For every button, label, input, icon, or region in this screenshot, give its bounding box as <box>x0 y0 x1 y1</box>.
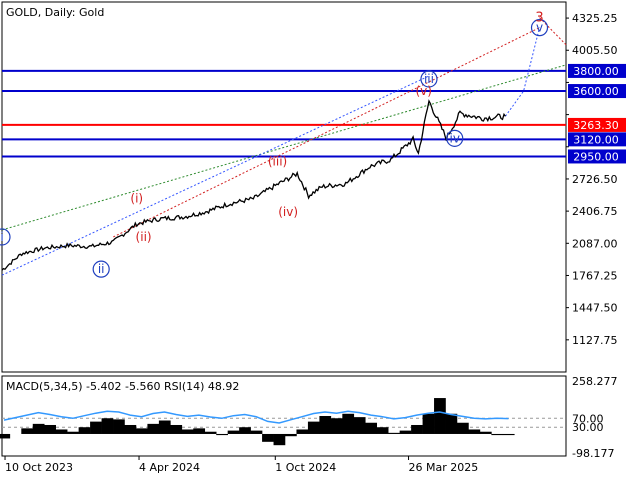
macd-bar <box>285 433 297 437</box>
current-price-label-bg <box>568 117 626 132</box>
price-tick-label: 1767.25 <box>572 269 618 282</box>
chart-title: GOLD, Daily: Gold <box>6 6 104 19</box>
level-label-3800.00-bg <box>568 63 626 78</box>
current-price-label: 3263.30 <box>573 119 619 132</box>
macd-bar <box>399 430 412 434</box>
macd-bar <box>135 428 148 434</box>
blue-projection-line <box>505 27 540 117</box>
macd-bar <box>502 433 515 436</box>
level-label-2950.00: 2950.00 <box>573 150 619 163</box>
wave-circle-v <box>530 19 549 37</box>
macd-bar <box>388 432 400 434</box>
wave-label-iv: iv <box>449 131 459 145</box>
macd-bar <box>468 429 481 434</box>
macd-bar <box>330 418 343 434</box>
macd-bar <box>376 427 389 434</box>
macd-bar <box>170 424 183 434</box>
macd-bar <box>90 421 102 434</box>
blue-channel-line <box>1 75 430 276</box>
price-tick-label: 1127.75 <box>572 334 618 347</box>
macd-bar <box>78 427 91 434</box>
wave-circle-ii <box>92 260 110 278</box>
macd-bar <box>307 421 320 434</box>
macd-bar <box>0 433 11 439</box>
wave-label-(iii): (iii) <box>268 154 287 168</box>
macd-bar <box>342 413 355 434</box>
macd-bar <box>124 424 137 434</box>
price-tick-label: 4325.25 <box>572 12 618 25</box>
macd-bar <box>44 424 56 434</box>
macd-bar <box>193 428 206 434</box>
level-label-3600.00-bg <box>568 84 626 99</box>
macd-bar <box>55 429 68 434</box>
indicator-title: MACD(5,34,5) -5.402 -5.560 RSI(14) 48.92 <box>6 380 239 393</box>
macd-bar <box>216 433 228 436</box>
date-tick-label: 26 Mar 2025 <box>409 461 479 474</box>
macd-bar <box>296 429 309 434</box>
main-plot-frame <box>1 1 567 373</box>
macd-bar <box>319 416 332 434</box>
level-label-3600.00: 3600.00 <box>573 85 619 98</box>
macd-bar <box>181 429 194 434</box>
level-label-3120.00: 3120.00 <box>573 133 619 146</box>
price-line <box>1 99 506 271</box>
indicator-tick-label: 70.00 <box>572 412 604 425</box>
indicator-plot-frame <box>1 375 567 457</box>
wave-label-(iv): (iv) <box>278 205 298 219</box>
green-trend-line <box>1 64 567 231</box>
wave-label-(ii): (ii) <box>136 230 152 244</box>
wave-circle-iii <box>420 70 438 88</box>
macd-bar <box>147 423 160 434</box>
price-tick-label: 2406.75 <box>572 205 618 218</box>
macd-bar <box>227 430 240 434</box>
indicator-tick-label: 30.00 <box>572 421 604 434</box>
wave-circle-iv <box>446 129 464 147</box>
macd-bar <box>445 413 458 434</box>
macd-bar <box>67 431 79 434</box>
price-tick-label: 1447.50 <box>572 302 618 315</box>
macd-bar <box>101 418 114 434</box>
price-tick-label: 4005.50 <box>572 44 618 57</box>
wave-label-iii: iii <box>424 72 434 86</box>
macd-bar <box>353 417 366 434</box>
wave-label-ii: ii <box>98 262 105 276</box>
macd-bar <box>479 431 492 434</box>
macd-bar <box>273 433 286 446</box>
indicator-tick-label: 258.277 <box>572 375 618 388</box>
macd-bar <box>456 422 469 434</box>
macd-bar <box>239 427 251 434</box>
macd-bar <box>365 422 378 434</box>
date-tick-label: 1 Oct 2024 <box>275 461 336 474</box>
level-label-3800.00: 3800.00 <box>573 65 619 78</box>
macd-bar <box>113 419 125 434</box>
wave-label-(v): (v) <box>415 84 431 98</box>
price-tick-label: 2087.00 <box>572 237 618 250</box>
wave-label-v: v <box>536 21 543 35</box>
wave-label-i: i <box>0 230 3 244</box>
wave-label-(i): (i) <box>130 192 143 206</box>
macd-bar <box>32 423 45 434</box>
macd-bar <box>250 430 263 434</box>
macd-bar <box>21 428 34 434</box>
wave-circle-i <box>0 228 11 246</box>
date-tick-label: 4 Apr 2024 <box>139 461 200 474</box>
price-tick-label: 2726.50 <box>572 173 618 186</box>
macd-bar <box>204 431 217 434</box>
wave-label-3: 3 <box>535 11 543 26</box>
macd-bar <box>491 433 504 436</box>
date-tick-label: 10 Oct 2023 <box>5 461 73 474</box>
level-label-3120.00-bg <box>568 132 626 147</box>
macd-bar <box>422 413 435 434</box>
macd-bar <box>262 433 274 442</box>
level-label-2950.00-bg <box>568 149 626 164</box>
macd-bar <box>434 398 446 434</box>
red-channel-line <box>113 27 540 238</box>
macd-bar <box>158 420 171 434</box>
macd-bar <box>411 424 423 434</box>
indicator-tick-label: -98.177 <box>572 447 614 460</box>
rsi-line <box>3 410 509 424</box>
